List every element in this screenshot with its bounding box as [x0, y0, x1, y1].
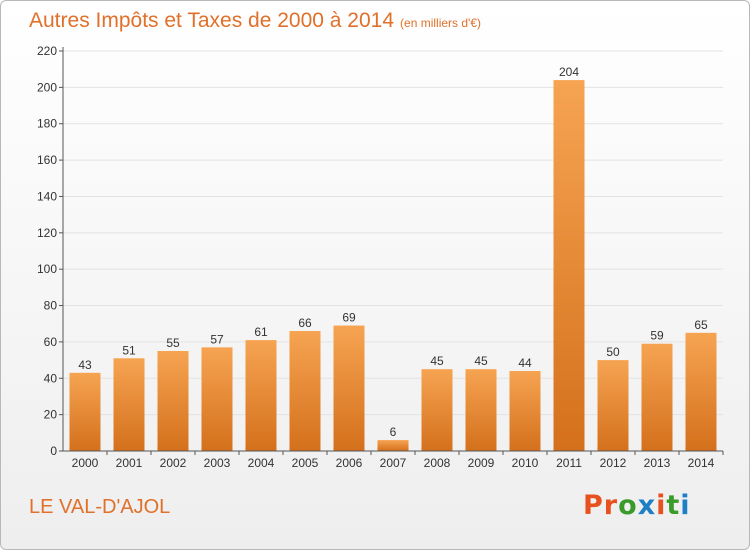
bar [377, 440, 409, 451]
x-tick-label: 2004 [248, 456, 275, 470]
bar [553, 80, 585, 451]
data-label: 65 [694, 318, 708, 332]
data-label: 44 [518, 356, 532, 370]
data-label: 204 [559, 65, 579, 79]
data-label: 45 [430, 354, 444, 368]
y-tick-label: 40 [44, 371, 58, 385]
x-tick-label: 2013 [644, 456, 671, 470]
logo-letter: P [583, 490, 604, 521]
y-tick-label: 220 [37, 44, 57, 58]
bar [465, 369, 497, 451]
bar [333, 325, 365, 451]
logo-letter: x [637, 490, 657, 521]
chart-subtitle: (en milliers d'€) [400, 16, 482, 30]
x-tick-label: 2014 [688, 456, 715, 470]
y-tick-label: 160 [37, 153, 57, 167]
bar [201, 347, 233, 451]
data-label: 61 [254, 325, 268, 339]
logo-letter: r [603, 490, 619, 521]
labels: 43 2000 51 2001 55 2002 57 2003 61 2004 66 2005 69 20… [72, 65, 715, 470]
x-tick-label: 2001 [116, 456, 143, 470]
data-label: 50 [606, 345, 620, 359]
x-tick-label: 2010 [512, 456, 539, 470]
logo-letter: t [666, 490, 681, 521]
x-tick-label: 2007 [380, 456, 407, 470]
x-tick-label: 2003 [204, 456, 231, 470]
data-label: 66 [298, 316, 312, 330]
bar [113, 358, 145, 451]
x-tick-label: 2011 [556, 456, 582, 470]
data-label: 55 [166, 336, 180, 350]
y-tick-label: 140 [37, 189, 57, 203]
data-label: 69 [342, 311, 356, 325]
y-tick-label: 100 [37, 262, 57, 276]
chart-title-text: Autres Impôts et Taxes de 2000 à 2014 [29, 9, 395, 32]
data-label: 43 [78, 358, 92, 372]
data-label: 51 [122, 343, 136, 357]
logo-letter: i [680, 490, 691, 521]
y-tick-label: 200 [37, 80, 57, 94]
x-tick-label: 2012 [600, 456, 627, 470]
x-tick-label: 2009 [468, 456, 495, 470]
axes: 0 20 40 60 80 100 120 140 160 180 200 220 [37, 44, 724, 458]
proxiti-logo: Proxiti [583, 490, 691, 521]
y-tick-label: 60 [44, 335, 58, 349]
x-tick-label: 2002 [160, 456, 187, 470]
y-tick-label: 80 [44, 299, 58, 313]
data-label: 45 [474, 354, 488, 368]
y-tick-label: 120 [37, 226, 57, 240]
chart-title: Autres Impôts et Taxes de 2000 à 2014 (en… [29, 9, 481, 33]
y-tick-label: 180 [37, 117, 57, 131]
bar [641, 343, 673, 451]
x-tick-label: 2006 [336, 456, 363, 470]
data-label: 59 [650, 329, 664, 343]
bar [289, 331, 321, 451]
bar [685, 332, 717, 451]
bar [245, 340, 277, 451]
data-label: 6 [390, 425, 397, 439]
y-tick-label: 20 [44, 408, 58, 422]
logo-letter: o [618, 490, 638, 521]
x-tick-label: 2005 [292, 456, 319, 470]
bar [69, 372, 101, 451]
x-tick-label: 2008 [424, 456, 451, 470]
y-tick-label: 0 [50, 444, 57, 458]
bar [421, 369, 453, 451]
bar [509, 371, 541, 451]
bar [597, 360, 629, 451]
logo-letter: i [656, 490, 667, 521]
data-label: 57 [210, 332, 224, 346]
commune-name: LE VAL-D'AJOL [29, 496, 171, 518]
bars [69, 80, 717, 451]
x-tick-label: 2000 [72, 456, 99, 470]
bar [157, 351, 189, 451]
